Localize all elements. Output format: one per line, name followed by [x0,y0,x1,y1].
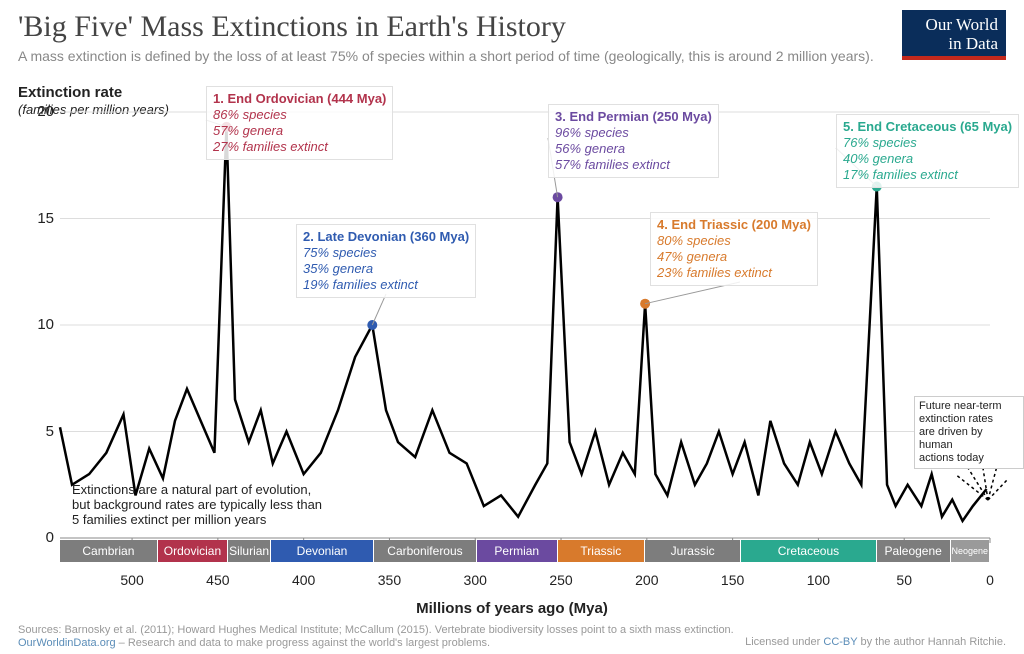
x-tick: 150 [721,572,744,588]
period-ordovician: Ordovician [158,540,227,562]
logo-line1: Our World [926,15,998,34]
annotation-a4: 4. End Triassic (200 Mya)80% species47% … [650,212,818,286]
period-neogene: Neogene [951,540,989,562]
annotation-a5: 5. End Cretaceous (65 Mya)76% species40%… [836,114,1019,188]
x-tick: 300 [464,572,487,588]
annotation-a2: 2. Late Devonian (360 Mya)75% species35%… [296,224,476,298]
chart-subtitle: A mass extinction is defined by the loss… [18,48,874,64]
period-silurian: Silurian [228,540,270,562]
y-tick: 5 [24,423,54,440]
period-cambrian: Cambrian [60,540,157,562]
sources-text: Sources: Barnosky et al. (2011); Howard … [18,624,734,650]
x-tick: 500 [120,572,143,588]
annotation-a1: 1. End Ordovician (444 Mya)86% species57… [206,86,393,160]
period-triassic: Triassic [558,540,645,562]
chart-title: 'Big Five' Mass Extinctions in Earth's H… [18,10,566,44]
x-tick: 50 [896,572,912,588]
owid-logo: Our World in Data [902,10,1006,60]
period-jurassic: Jurassic [645,540,740,562]
period-carboniferous: Carboniferous [374,540,476,562]
x-tick: 250 [549,572,572,588]
license-text: Licensed under CC-BY by the author Hanna… [745,636,1006,648]
x-tick: 200 [635,572,658,588]
license-link[interactable]: CC-BY [823,636,857,648]
owid-link[interactable]: OurWorldinData.org [18,637,116,649]
x-tick: 400 [292,572,315,588]
period-devonian: Devonian [271,540,373,562]
period-paleogene: Paleogene [877,540,950,562]
y-tick: 15 [24,210,54,227]
x-tick: 450 [206,572,229,588]
background-note: Extinctions are a natural part of evolut… [72,482,322,527]
annotation-a3: 3. End Permian (250 Mya)96% species56% g… [548,104,719,178]
logo-line2: in Data [948,34,998,53]
y-tick: 10 [24,316,54,333]
x-tick: 100 [807,572,830,588]
period-bar: CambrianOrdovicianSilurianDevonianCarbon… [0,540,1024,562]
x-axis-title: Millions of years ago (Mya) [0,600,1024,617]
x-tick: 0 [986,572,994,588]
y-tick: 20 [24,103,54,120]
period-permian: Permian [477,540,557,562]
x-tick: 350 [378,572,401,588]
future-note: Future near-termextinction ratesare driv… [914,396,1024,469]
period-cretaceous: Cretaceous [741,540,876,562]
